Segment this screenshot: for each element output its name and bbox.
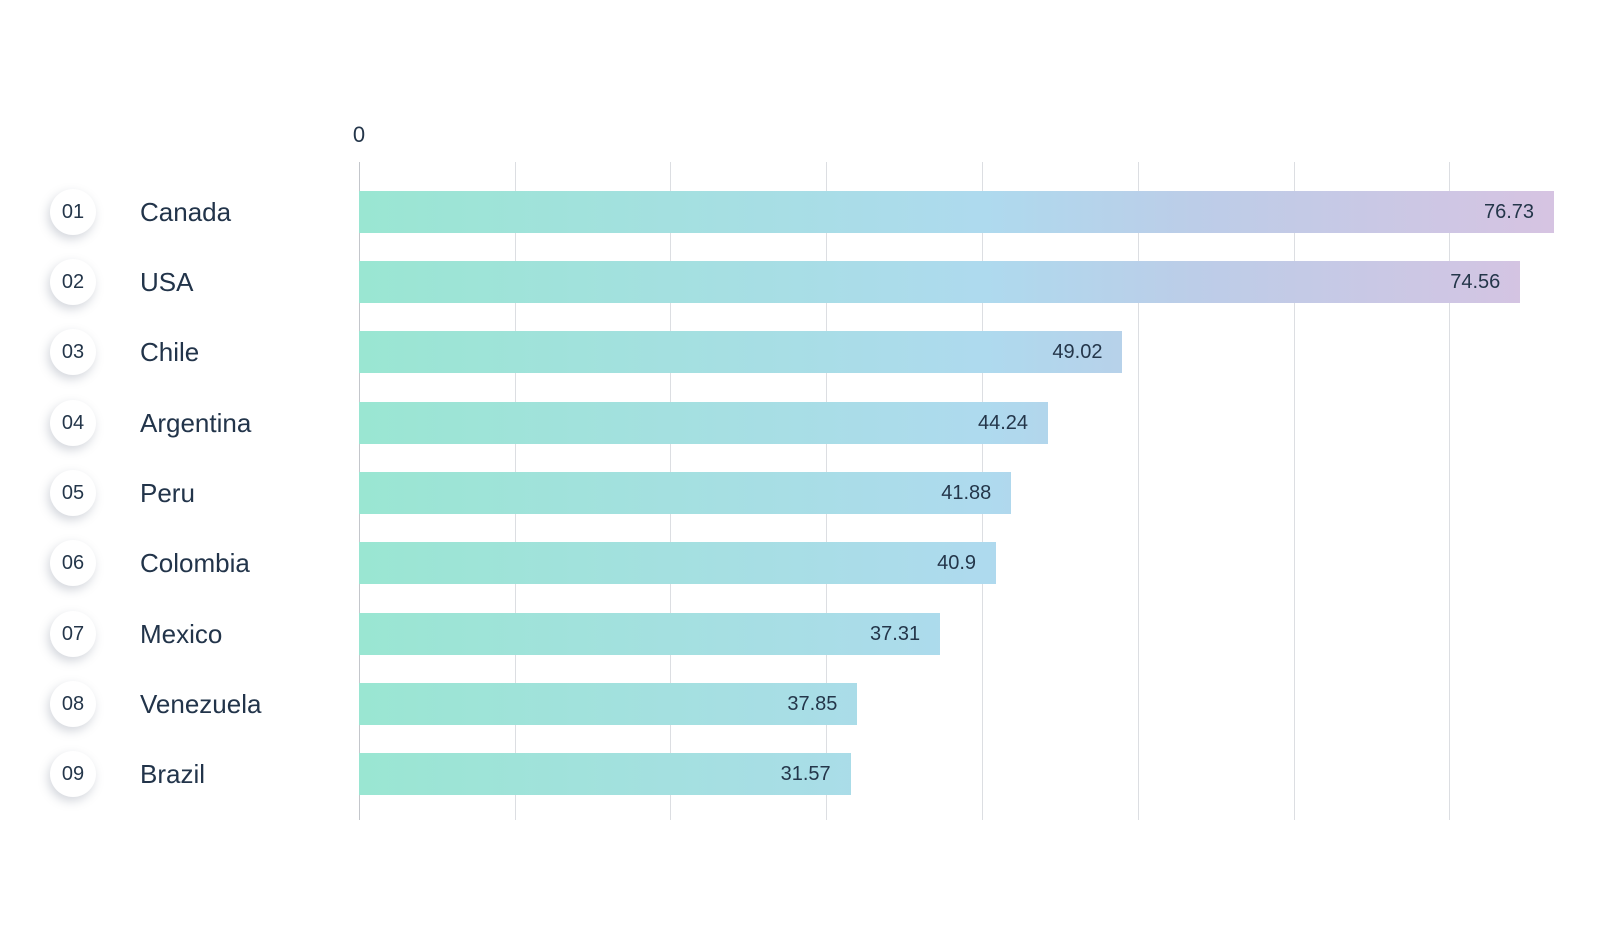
- rank-badge: 06: [50, 540, 96, 586]
- chart-row-peru: 05 Peru 41.88: [0, 458, 1604, 528]
- bar-track: 76.73: [359, 177, 1604, 247]
- rank-number: 04: [61, 411, 85, 434]
- rank-badge: 04: [50, 400, 96, 446]
- rank-number: 02: [61, 270, 85, 293]
- bar-chile: 49.02: [359, 331, 1123, 373]
- bar-track: 44.24: [359, 388, 1604, 458]
- bar-value-label: 74.56: [1450, 270, 1501, 293]
- rank-number: 01: [61, 200, 85, 223]
- country-label: USA: [140, 267, 194, 297]
- bar-usa: 74.56: [359, 261, 1521, 303]
- bar-track: 74.56: [359, 247, 1604, 317]
- country-label: Chile: [140, 337, 200, 367]
- bar-value-label: 40.9: [937, 551, 977, 574]
- chart-row-canada: 01 Canada 76.73: [0, 177, 1604, 247]
- rank-badge: 05: [50, 470, 96, 516]
- bar-track: 37.85: [359, 669, 1604, 739]
- bar-peru: 41.88: [359, 472, 1012, 514]
- gridline-60: [1294, 162, 1295, 820]
- axis-zero-label: 0: [352, 122, 366, 147]
- bar-value-label: 37.31: [870, 622, 921, 645]
- bar-value-label: 44.24: [977, 411, 1029, 434]
- chart-row-chile: 03 Chile 49.02: [0, 317, 1604, 387]
- bar-value-label: 41.88: [941, 481, 992, 504]
- bar-venezuela: 37.85: [359, 683, 858, 725]
- chart-row-colombia: 06 Colombia 40.9: [0, 528, 1604, 598]
- rank-badge: 03: [50, 329, 96, 375]
- country-label: Peru: [140, 478, 195, 508]
- chart-row-argentina: 04 Argentina 44.24: [0, 388, 1604, 458]
- country-label: Canada: [140, 197, 232, 227]
- rank-badge: 09: [50, 751, 96, 797]
- country-label: Venezuela: [140, 689, 262, 719]
- rank-badge: 01: [50, 189, 96, 235]
- gridline-50: [1138, 162, 1139, 820]
- bar-track: 49.02: [359, 317, 1604, 387]
- bar-canada: 76.73: [359, 191, 1555, 233]
- rank-number: 06: [61, 551, 85, 574]
- rank-badge: 07: [50, 611, 96, 657]
- bar-value-label: 76.73: [1484, 200, 1535, 223]
- bar-track: 40.9: [359, 528, 1604, 598]
- rank-number: 09: [61, 762, 85, 785]
- rank-number: 08: [61, 692, 85, 715]
- rank-number: 05: [61, 481, 85, 504]
- rank-number: 03: [61, 340, 85, 363]
- bar-colombia: 40.9: [359, 542, 997, 584]
- chart-row-usa: 02 USA 74.56: [0, 247, 1604, 317]
- bar-mexico: 37.31: [359, 613, 941, 655]
- chart-row-mexico: 07 Mexico 37.31: [0, 599, 1604, 669]
- bar-value-label: 49.02: [1052, 340, 1103, 363]
- country-label: Mexico: [140, 619, 223, 649]
- rank-number: 07: [61, 622, 85, 645]
- country-label: Colombia: [140, 548, 250, 578]
- rank-badge: 08: [50, 681, 96, 727]
- bar-track: 37.31: [359, 599, 1604, 669]
- bar-value-label: 31.57: [780, 762, 831, 785]
- chart-row-venezuela: 08 Venezuela 37.85: [0, 669, 1604, 739]
- chart-row-brazil: 09 Brazil 31.57: [0, 739, 1604, 809]
- bar-argentina: 44.24: [359, 402, 1049, 444]
- bar-track: 41.88: [359, 458, 1604, 528]
- country-label: Brazil: [140, 759, 206, 789]
- rank-badge: 02: [50, 259, 96, 305]
- country-label: Argentina: [140, 408, 252, 438]
- bar-brazil: 31.57: [359, 753, 851, 795]
- gridline-70: [1449, 162, 1450, 820]
- bar-track: 31.57: [359, 739, 1604, 809]
- bar-value-label: 37.85: [787, 692, 838, 715]
